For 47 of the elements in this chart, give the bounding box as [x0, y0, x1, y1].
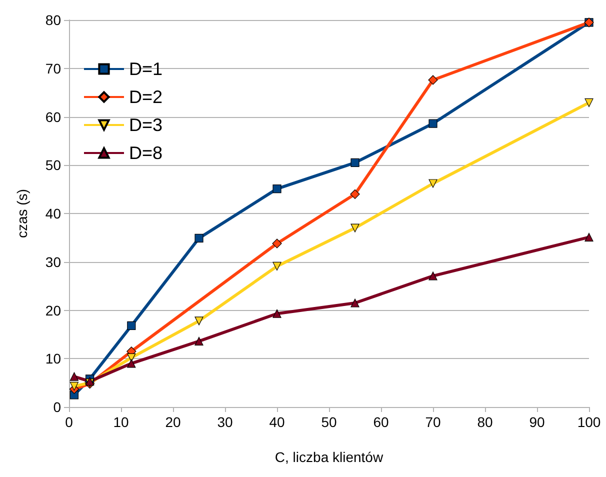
x-tick-label: 40: [269, 414, 285, 430]
x-tick-label: 60: [373, 414, 389, 430]
point: [194, 336, 204, 346]
y-tick-label: 70: [45, 60, 62, 76]
point: [350, 298, 360, 308]
point: [272, 238, 282, 248]
y-tick-label: 40: [45, 206, 62, 222]
x-tick-label: 80: [477, 414, 493, 430]
x-tick-label: 30: [217, 414, 233, 430]
y-tick-label: 30: [45, 254, 62, 270]
point: [70, 382, 78, 390]
y-tick-label: 80: [45, 12, 62, 28]
point: [350, 158, 360, 168]
point: [127, 359, 136, 368]
point: [428, 179, 438, 188]
point: [194, 234, 204, 242]
point: [584, 98, 594, 108]
x-tick-label: 10: [113, 414, 129, 430]
point: [428, 75, 438, 85]
legend-label: D=2: [129, 87, 163, 107]
point: [272, 262, 282, 271]
y-tick-label: 20: [45, 302, 62, 318]
point: [194, 316, 204, 326]
y-tick-label: 50: [45, 157, 62, 174]
point: [428, 119, 438, 128]
y-tick-label: 0: [53, 399, 62, 415]
x-tick-label: 90: [529, 414, 545, 430]
y-axis-title: czas (s): [14, 189, 30, 238]
point: [272, 184, 282, 194]
point: [127, 321, 136, 330]
point: [428, 272, 438, 280]
point: [350, 224, 360, 232]
x-tick-label: 20: [165, 414, 181, 430]
y-tick-label: 10: [45, 350, 62, 367]
legend-label: D=1: [129, 59, 163, 79]
x-tick-label: 70: [425, 414, 441, 430]
legend-label: D=8: [129, 143, 163, 163]
legend-label: D=3: [129, 115, 163, 135]
point: [350, 189, 360, 199]
x-tick-label: 50: [321, 414, 337, 430]
x-axis-title: C, liczba klientów: [274, 449, 384, 465]
point: [584, 232, 594, 242]
point: [70, 372, 78, 381]
x-tick-label: 0: [65, 414, 74, 430]
point: [272, 309, 282, 318]
y-tick-label: 60: [45, 108, 62, 125]
x-tick-label: 100: [577, 414, 601, 430]
